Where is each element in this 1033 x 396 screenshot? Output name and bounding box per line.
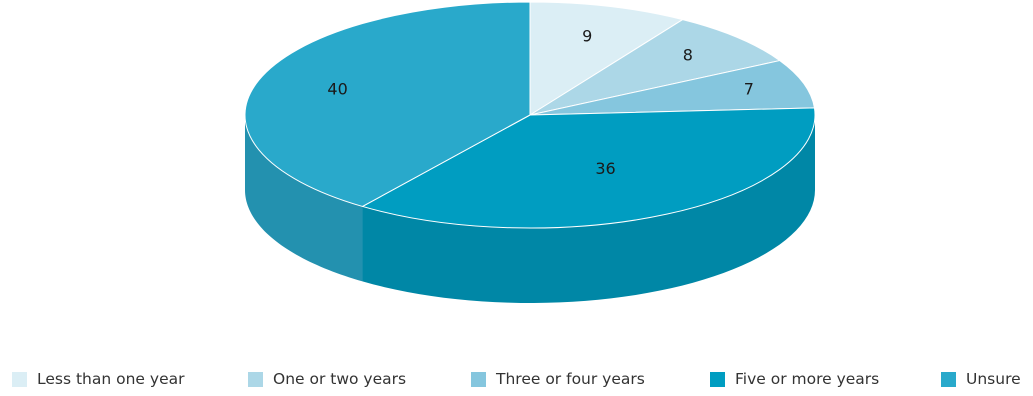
legend-item-three-or-four-years: Three or four years <box>471 370 645 388</box>
data-label-1: 8 <box>683 46 693 65</box>
pie-slice-1 <box>529 19 781 116</box>
pie-slice-4 <box>244 1 531 207</box>
legend: Less than one year One or two years Thre… <box>0 370 1033 392</box>
legend-swatch-unsure <box>941 371 956 387</box>
legend-item-unsure: Unsure <box>941 370 1021 388</box>
legend-label-unsure: Unsure <box>966 370 1021 388</box>
legend-swatch-less-than-one-year <box>12 371 27 387</box>
legend-label-three-or-four-years: Three or four years <box>496 370 645 388</box>
pie-side-4 <box>245 115 363 282</box>
chart-area: 9 8 7 36 40 <box>244 1 816 303</box>
data-label-3: 36 <box>595 159 615 178</box>
data-label-2: 7 <box>744 79 754 98</box>
legend-label-five-or-more-years: Five or more years <box>735 370 880 388</box>
pie-chart: 9 8 7 36 40 <box>244 1 816 303</box>
legend-label-one-or-two-years: One or two years <box>273 370 407 388</box>
legend-item-one-or-two-years: One or two years <box>248 370 406 388</box>
legend-swatch-three-or-four-years <box>471 371 486 387</box>
data-label-4: 40 <box>327 80 347 99</box>
pie-side-3 <box>362 115 815 303</box>
pie-slice-0 <box>529 1 684 116</box>
legend-item-less-than-one-year: Less than one year <box>12 370 184 388</box>
legend-label-less-than-one-year: Less than one year <box>37 370 185 388</box>
legend-item-five-or-more-years: Five or more years <box>710 370 879 388</box>
pie-slice-3 <box>361 107 816 229</box>
legend-swatch-five-or-more-years <box>710 371 725 387</box>
pie-slice-2 <box>529 60 815 116</box>
legend-swatch-one-or-two-years <box>248 371 263 387</box>
data-label-0: 9 <box>582 26 592 45</box>
